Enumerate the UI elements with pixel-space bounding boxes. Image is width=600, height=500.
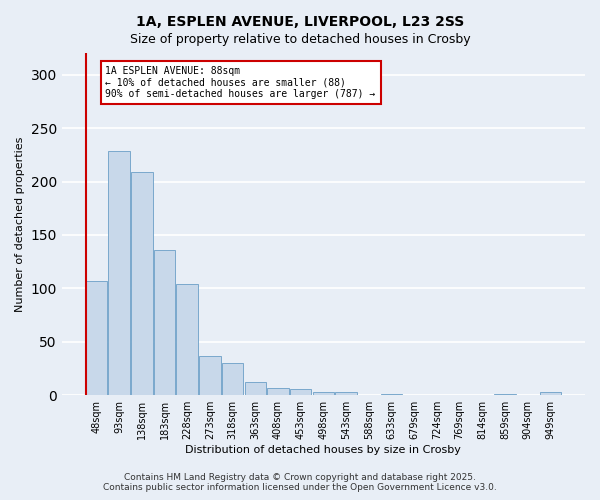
X-axis label: Distribution of detached houses by size in Crosby: Distribution of detached houses by size … (185, 445, 461, 455)
Bar (108, 150, 130, 395)
Bar (539, 392, 561, 395)
Text: 1A ESPLEN AVENUE: 88sqm
← 10% of detached houses are smaller (88)
90% of semi-de: 1A ESPLEN AVENUE: 88sqm ← 10% of detache… (106, 66, 376, 100)
Bar (335, 392, 357, 395)
Text: Contains HM Land Registry data © Crown copyright and database right 2025.
Contai: Contains HM Land Registry data © Crown c… (103, 473, 497, 492)
Bar (222, 363, 244, 395)
Bar (176, 284, 198, 395)
Bar (199, 356, 221, 395)
Text: Size of property relative to detached houses in Crosby: Size of property relative to detached ho… (130, 32, 470, 46)
Bar (381, 394, 402, 395)
Bar (131, 172, 152, 395)
Y-axis label: Number of detached properties: Number of detached properties (15, 136, 25, 312)
Bar (313, 392, 334, 395)
Bar (86, 281, 107, 395)
Bar (245, 382, 266, 395)
Bar (267, 388, 289, 395)
Bar (494, 394, 516, 395)
Bar (290, 389, 311, 395)
Text: 1A, ESPLEN AVENUE, LIVERPOOL, L23 2SS: 1A, ESPLEN AVENUE, LIVERPOOL, L23 2SS (136, 15, 464, 29)
Bar (154, 250, 175, 395)
